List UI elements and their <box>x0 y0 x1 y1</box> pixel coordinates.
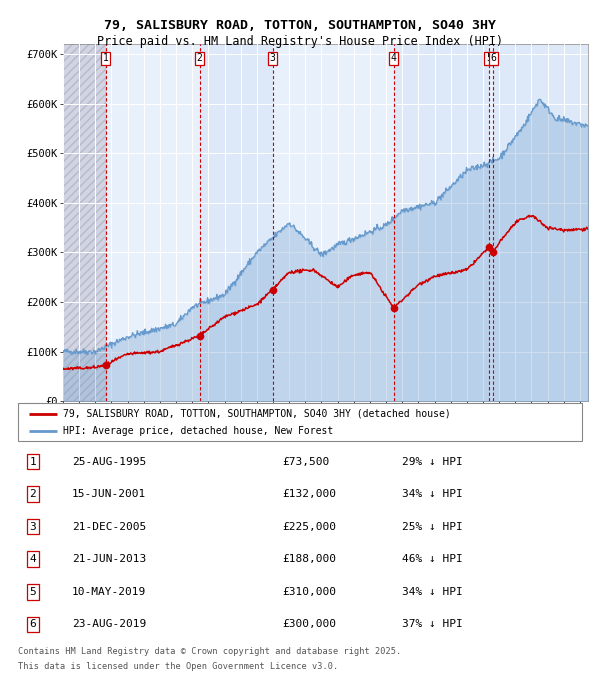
Text: 23-AUG-2019: 23-AUG-2019 <box>72 619 146 629</box>
Text: 37% ↓ HPI: 37% ↓ HPI <box>402 619 463 629</box>
Text: 34% ↓ HPI: 34% ↓ HPI <box>402 489 463 499</box>
Text: 5: 5 <box>29 587 37 597</box>
Text: This data is licensed under the Open Government Licence v3.0.: This data is licensed under the Open Gov… <box>18 662 338 670</box>
Text: 6: 6 <box>29 619 37 629</box>
Bar <box>394 44 489 401</box>
Text: 10-MAY-2019: 10-MAY-2019 <box>72 587 146 597</box>
Bar <box>489 44 493 401</box>
Text: 46% ↓ HPI: 46% ↓ HPI <box>402 554 463 564</box>
Bar <box>63 44 106 401</box>
Text: Price paid vs. HM Land Registry's House Price Index (HPI): Price paid vs. HM Land Registry's House … <box>97 35 503 48</box>
Text: £225,000: £225,000 <box>282 522 336 532</box>
Text: 25-AUG-1995: 25-AUG-1995 <box>72 457 146 466</box>
Text: Contains HM Land Registry data © Crown copyright and database right 2025.: Contains HM Land Registry data © Crown c… <box>18 647 401 656</box>
Text: 1: 1 <box>29 457 37 466</box>
Text: 79, SALISBURY ROAD, TOTTON, SOUTHAMPTON, SO40 3HY (detached house): 79, SALISBURY ROAD, TOTTON, SOUTHAMPTON,… <box>63 409 451 419</box>
Text: 34% ↓ HPI: 34% ↓ HPI <box>402 587 463 597</box>
Text: £132,000: £132,000 <box>282 489 336 499</box>
Text: 3: 3 <box>29 522 37 532</box>
Bar <box>106 44 200 401</box>
Bar <box>200 44 272 401</box>
Text: 2: 2 <box>29 489 37 499</box>
Text: 15-JUN-2001: 15-JUN-2001 <box>72 489 146 499</box>
Text: 5: 5 <box>486 53 492 63</box>
Text: 21-JUN-2013: 21-JUN-2013 <box>72 554 146 564</box>
Text: 2: 2 <box>197 53 203 63</box>
FancyBboxPatch shape <box>18 403 582 441</box>
Text: £310,000: £310,000 <box>282 587 336 597</box>
Text: 4: 4 <box>29 554 37 564</box>
Text: 6: 6 <box>490 53 496 63</box>
Bar <box>272 44 394 401</box>
Text: 21-DEC-2005: 21-DEC-2005 <box>72 522 146 532</box>
Text: £73,500: £73,500 <box>282 457 329 466</box>
Bar <box>63 44 106 401</box>
Text: 25% ↓ HPI: 25% ↓ HPI <box>402 522 463 532</box>
Text: 79, SALISBURY ROAD, TOTTON, SOUTHAMPTON, SO40 3HY: 79, SALISBURY ROAD, TOTTON, SOUTHAMPTON,… <box>104 19 496 32</box>
Bar <box>493 44 588 401</box>
Text: £188,000: £188,000 <box>282 554 336 564</box>
Text: 3: 3 <box>269 53 275 63</box>
Text: 4: 4 <box>391 53 397 63</box>
Text: 29% ↓ HPI: 29% ↓ HPI <box>402 457 463 466</box>
Text: £300,000: £300,000 <box>282 619 336 629</box>
Text: HPI: Average price, detached house, New Forest: HPI: Average price, detached house, New … <box>63 426 334 437</box>
Text: 1: 1 <box>103 53 109 63</box>
